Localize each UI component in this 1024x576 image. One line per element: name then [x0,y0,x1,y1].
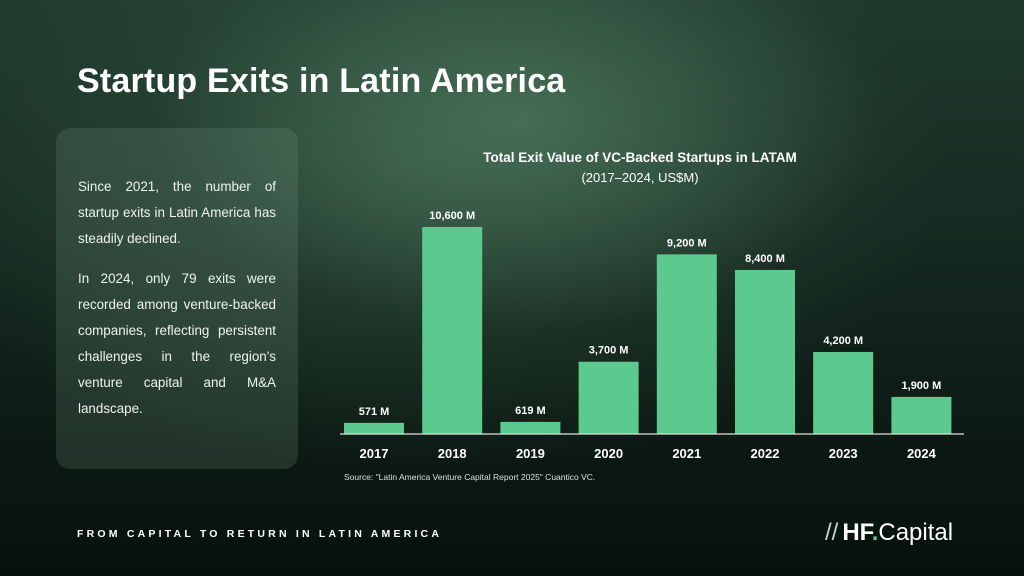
x-tick-2017: 2017 [360,446,389,461]
summary-paragraph-1: Since 2021, the number of startup exits … [78,179,276,246]
footer-tagline: FROM CAPITAL TO RETURN IN LATIN AMERICA [77,528,443,540]
brand-capital: Capital [878,519,954,546]
brand-slashes: // [825,519,839,546]
summary-card: Since 2021, the number of startup exits … [56,128,298,469]
x-tick-2024: 2024 [907,446,937,461]
bar-2019 [500,421,561,434]
slide-title: Startup Exits in Latin America [77,62,566,100]
data-label-2023: 4,200 M [823,335,863,347]
chart-title: Total Exit Value of VC-Backed Startups i… [483,150,797,165]
chart-subtitle: (2017–2024, US$M) [581,170,699,185]
x-tick-2022: 2022 [751,446,780,461]
bar-2024 [891,396,952,434]
x-tick-2023: 2023 [829,446,858,461]
bar-2021 [656,254,717,434]
x-tick-2021: 2021 [672,446,701,461]
data-label-2019: 619 M [515,405,546,417]
data-label-2018: 10,600 M [429,210,475,222]
data-label-2017: 571 M [359,406,390,418]
brand-hf: HF [842,519,872,546]
x-tick-2019: 2019 [516,446,545,461]
bar-2018 [422,227,483,434]
bar-2022 [735,269,795,434]
brand-logo: //HF.Capital [825,519,953,547]
data-label-2024: 1,900 M [902,380,942,392]
x-tick-2020: 2020 [594,446,623,461]
data-label-2021: 9,200 M [667,237,707,249]
summary-paragraph-2: In 2024, only 79 exits were recorded amo… [78,271,276,416]
brand-dot: . [871,519,879,546]
bar-2023 [813,351,874,434]
x-tick-2018: 2018 [438,446,467,461]
bar-2020 [578,361,639,434]
bar-2017 [344,422,404,434]
source-note: Source: "Latin America Venture Capital R… [344,472,596,482]
data-label-2020: 3,700 M [589,345,629,357]
data-label-2022: 8,400 M [745,253,785,265]
bar-chart: 571 M 2017 10,600 M 2018 619 M 2019 3,700 M 202… [340,210,964,461]
